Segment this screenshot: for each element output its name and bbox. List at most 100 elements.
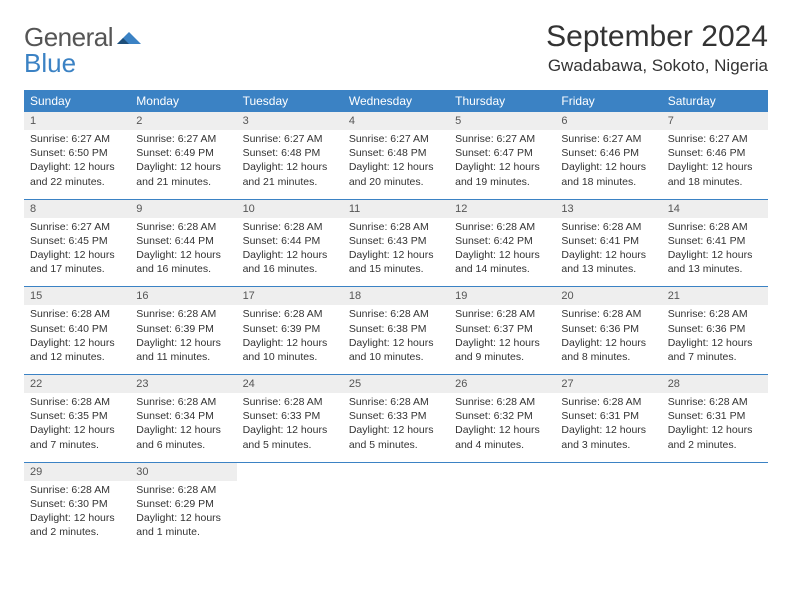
sunset-text: Sunset: 6:29 PM xyxy=(136,497,230,511)
calendar-cell: 8Sunrise: 6:27 AMSunset: 6:45 PMDaylight… xyxy=(24,199,130,287)
daylight-text: Daylight: 12 hours xyxy=(136,423,230,437)
daylight-text-2: and 7 minutes. xyxy=(668,350,762,364)
day-info: Sunrise: 6:28 AMSunset: 6:43 PMDaylight:… xyxy=(343,218,449,287)
daylight-text-2: and 21 minutes. xyxy=(136,175,230,189)
sunset-text: Sunset: 6:48 PM xyxy=(349,146,443,160)
sunset-text: Sunset: 6:43 PM xyxy=(349,234,443,248)
calendar-table: Sunday Monday Tuesday Wednesday Thursday… xyxy=(24,90,768,549)
sunset-text: Sunset: 6:39 PM xyxy=(243,322,337,336)
sunrise-text: Sunrise: 6:27 AM xyxy=(30,132,124,146)
daylight-text: Daylight: 12 hours xyxy=(561,423,655,437)
sunset-text: Sunset: 6:33 PM xyxy=(243,409,337,423)
day-info: Sunrise: 6:28 AMSunset: 6:31 PMDaylight:… xyxy=(662,393,768,462)
calendar-cell: 17Sunrise: 6:28 AMSunset: 6:39 PMDayligh… xyxy=(237,287,343,375)
sunset-text: Sunset: 6:46 PM xyxy=(668,146,762,160)
day-info: Sunrise: 6:28 AMSunset: 6:44 PMDaylight:… xyxy=(237,218,343,287)
day-number: 25 xyxy=(343,375,449,393)
calendar-cell: 19Sunrise: 6:28 AMSunset: 6:37 PMDayligh… xyxy=(449,287,555,375)
calendar-cell: 12Sunrise: 6:28 AMSunset: 6:42 PMDayligh… xyxy=(449,199,555,287)
day-number: 27 xyxy=(555,375,661,393)
day-info: Sunrise: 6:27 AMSunset: 6:50 PMDaylight:… xyxy=(24,130,130,199)
calendar-row: 22Sunrise: 6:28 AMSunset: 6:35 PMDayligh… xyxy=(24,375,768,463)
sunrise-text: Sunrise: 6:28 AM xyxy=(349,220,443,234)
sunset-text: Sunset: 6:50 PM xyxy=(30,146,124,160)
daylight-text: Daylight: 12 hours xyxy=(30,336,124,350)
day-number: 6 xyxy=(555,112,661,130)
day-info: Sunrise: 6:28 AMSunset: 6:35 PMDaylight:… xyxy=(24,393,130,462)
day-info: Sunrise: 6:27 AMSunset: 6:48 PMDaylight:… xyxy=(343,130,449,199)
sunset-text: Sunset: 6:37 PM xyxy=(455,322,549,336)
daylight-text-2: and 15 minutes. xyxy=(349,262,443,276)
day-info: Sunrise: 6:27 AMSunset: 6:49 PMDaylight:… xyxy=(130,130,236,199)
sunset-text: Sunset: 6:44 PM xyxy=(136,234,230,248)
calendar-cell: 10Sunrise: 6:28 AMSunset: 6:44 PMDayligh… xyxy=(237,199,343,287)
calendar-cell: 11Sunrise: 6:28 AMSunset: 6:43 PMDayligh… xyxy=(343,199,449,287)
sunset-text: Sunset: 6:41 PM xyxy=(561,234,655,248)
weekday-header-row: Sunday Monday Tuesday Wednesday Thursday… xyxy=(24,90,768,112)
daylight-text-2: and 6 minutes. xyxy=(136,438,230,452)
daylight-text: Daylight: 12 hours xyxy=(455,423,549,437)
daylight-text: Daylight: 12 hours xyxy=(455,160,549,174)
day-number: 29 xyxy=(24,463,130,481)
sunrise-text: Sunrise: 6:27 AM xyxy=(136,132,230,146)
calendar-cell: 9Sunrise: 6:28 AMSunset: 6:44 PMDaylight… xyxy=(130,199,236,287)
sunrise-text: Sunrise: 6:27 AM xyxy=(30,220,124,234)
day-number: 8 xyxy=(24,200,130,218)
calendar-body: 1Sunrise: 6:27 AMSunset: 6:50 PMDaylight… xyxy=(24,112,768,549)
day-number: 17 xyxy=(237,287,343,305)
calendar-cell: 14Sunrise: 6:28 AMSunset: 6:41 PMDayligh… xyxy=(662,199,768,287)
day-info: Sunrise: 6:28 AMSunset: 6:36 PMDaylight:… xyxy=(662,305,768,374)
daylight-text: Daylight: 12 hours xyxy=(455,248,549,262)
sunset-text: Sunset: 6:30 PM xyxy=(30,497,124,511)
calendar-row: 8Sunrise: 6:27 AMSunset: 6:45 PMDaylight… xyxy=(24,199,768,287)
calendar-cell: 22Sunrise: 6:28 AMSunset: 6:35 PMDayligh… xyxy=(24,375,130,463)
location-text: Gwadabawa, Sokoto, Nigeria xyxy=(546,56,768,76)
calendar-cell: 30Sunrise: 6:28 AMSunset: 6:29 PMDayligh… xyxy=(130,462,236,549)
day-number: 10 xyxy=(237,200,343,218)
daylight-text-2: and 9 minutes. xyxy=(455,350,549,364)
sunrise-text: Sunrise: 6:28 AM xyxy=(349,395,443,409)
sunrise-text: Sunrise: 6:27 AM xyxy=(561,132,655,146)
weekday-header: Saturday xyxy=(662,90,768,112)
day-info: Sunrise: 6:28 AMSunset: 6:30 PMDaylight:… xyxy=(24,481,130,550)
day-number: 15 xyxy=(24,287,130,305)
sunrise-text: Sunrise: 6:27 AM xyxy=(455,132,549,146)
daylight-text: Daylight: 12 hours xyxy=(30,160,124,174)
sunset-text: Sunset: 6:38 PM xyxy=(349,322,443,336)
daylight-text: Daylight: 12 hours xyxy=(561,160,655,174)
daylight-text: Daylight: 12 hours xyxy=(668,336,762,350)
daylight-text-2: and 7 minutes. xyxy=(30,438,124,452)
day-info: Sunrise: 6:27 AMSunset: 6:48 PMDaylight:… xyxy=(237,130,343,199)
day-info: Sunrise: 6:28 AMSunset: 6:29 PMDaylight:… xyxy=(130,481,236,550)
calendar-cell: 3Sunrise: 6:27 AMSunset: 6:48 PMDaylight… xyxy=(237,112,343,199)
calendar-cell: 16Sunrise: 6:28 AMSunset: 6:39 PMDayligh… xyxy=(130,287,236,375)
day-info: Sunrise: 6:28 AMSunset: 6:32 PMDaylight:… xyxy=(449,393,555,462)
header: General September 2024 Gwadabawa, Sokoto… xyxy=(24,20,768,76)
calendar-cell: 28Sunrise: 6:28 AMSunset: 6:31 PMDayligh… xyxy=(662,375,768,463)
daylight-text-2: and 22 minutes. xyxy=(30,175,124,189)
daylight-text-2: and 14 minutes. xyxy=(455,262,549,276)
daylight-text-2: and 10 minutes. xyxy=(243,350,337,364)
daylight-text-2: and 19 minutes. xyxy=(455,175,549,189)
sunset-text: Sunset: 6:47 PM xyxy=(455,146,549,160)
weekday-header: Tuesday xyxy=(237,90,343,112)
day-info: Sunrise: 6:28 AMSunset: 6:44 PMDaylight:… xyxy=(130,218,236,287)
sunrise-text: Sunrise: 6:28 AM xyxy=(30,483,124,497)
sunrise-text: Sunrise: 6:27 AM xyxy=(243,132,337,146)
day-info: Sunrise: 6:28 AMSunset: 6:38 PMDaylight:… xyxy=(343,305,449,374)
weekday-header: Wednesday xyxy=(343,90,449,112)
day-number: 9 xyxy=(130,200,236,218)
day-info: Sunrise: 6:28 AMSunset: 6:40 PMDaylight:… xyxy=(24,305,130,374)
daylight-text-2: and 3 minutes. xyxy=(561,438,655,452)
daylight-text-2: and 12 minutes. xyxy=(30,350,124,364)
day-number: 24 xyxy=(237,375,343,393)
sunrise-text: Sunrise: 6:28 AM xyxy=(136,483,230,497)
calendar-cell: 5Sunrise: 6:27 AMSunset: 6:47 PMDaylight… xyxy=(449,112,555,199)
daylight-text: Daylight: 12 hours xyxy=(30,423,124,437)
day-info: Sunrise: 6:27 AMSunset: 6:46 PMDaylight:… xyxy=(555,130,661,199)
daylight-text: Daylight: 12 hours xyxy=(243,423,337,437)
day-number: 30 xyxy=(130,463,236,481)
day-info: Sunrise: 6:28 AMSunset: 6:42 PMDaylight:… xyxy=(449,218,555,287)
sunset-text: Sunset: 6:36 PM xyxy=(561,322,655,336)
daylight-text-2: and 18 minutes. xyxy=(561,175,655,189)
